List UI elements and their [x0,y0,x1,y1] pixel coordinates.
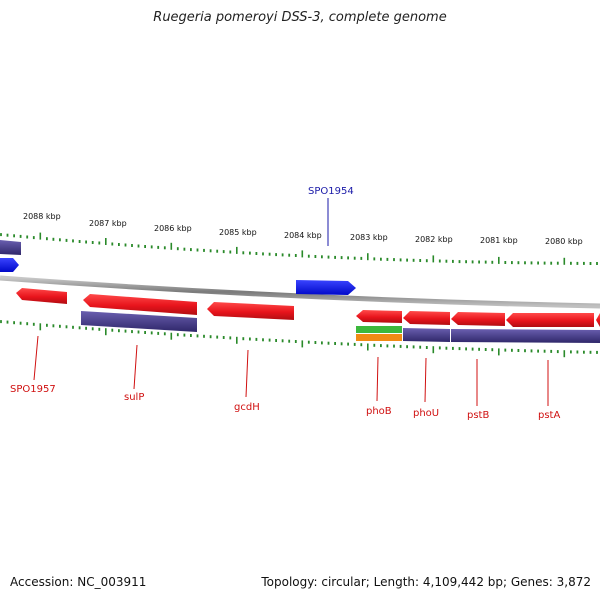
scale-label: 2087 kbp [89,219,127,228]
gene-label-spo1957[interactable]: SPO1957 [10,384,56,395]
feature-bar-orange[interactable] [356,334,402,341]
label-leaders [33,198,549,406]
leader-sulp [133,344,138,390]
scale-label: 2084 kbp [284,231,322,240]
gene-arrow-spo1954[interactable] [296,280,356,295]
cds-bar-pstb-psta[interactable] [451,329,600,343]
scale-label: 2083 kbp [350,233,388,242]
gene-label-spo1954[interactable]: SPO1954 [308,186,354,197]
scale-labels: 2088 kbp 2087 kbp 2086 kbp 2085 kbp 2084… [23,212,583,246]
scale-label: 2088 kbp [23,212,61,221]
gene-arrow-phob[interactable] [356,310,402,323]
gene-arrow-sulp[interactable] [83,294,197,315]
feature-bar-green[interactable] [356,326,402,333]
scale-label: 2080 kbp [545,237,583,246]
genome-summary: Topology: circular; Length: 4,109,442 bp… [261,575,591,589]
gene-arrow-phou[interactable] [403,311,450,325]
gene-arrow-spo1957[interactable] [16,288,67,304]
gene-label-phou[interactable]: phoU [413,408,439,419]
inner-tick-row [0,320,598,358]
leader-gcdh [245,349,249,398]
map-title: Ruegeria pomeroyi DSS-3, complete genome [153,10,447,25]
reverse-features [16,288,600,343]
scale-label: 2085 kbp [219,228,257,237]
scale-label: 2081 kbp [480,236,518,245]
cds-bar-offscreen-left[interactable] [0,240,21,255]
scale-label: 2086 kbp [154,224,192,233]
gene-arrow-psta[interactable] [506,313,594,327]
gene-label-phob[interactable]: phoB [366,406,392,417]
leader-phob [376,356,379,402]
gene-label-psta[interactable]: pstA [538,410,560,421]
gene-labels: SPO1954 SPO1957 sulP gcdH phoB phoU pstB… [10,186,560,421]
leader-spo1957 [33,335,39,381]
outer-tick-row [0,232,598,265]
gene-arrow-gcdh[interactable] [207,302,294,320]
leader-phou [424,357,427,403]
scale-label: 2082 kbp [415,235,453,244]
gene-arrow-pstb[interactable] [451,312,505,326]
accession-label: Accession: NC_003911 [10,575,147,589]
gene-arrow-offscreen-left[interactable] [0,258,19,272]
gene-label-gcdh[interactable]: gcdH [234,402,260,413]
backbone-arc [0,275,600,309]
forward-features [0,240,356,295]
gene-arrow-offscreen-right[interactable] [596,313,600,327]
gene-label-sulp[interactable]: sulP [124,392,144,403]
cds-bar-sulp[interactable] [81,311,197,332]
cds-bar-phou[interactable] [403,328,450,342]
gene-label-pstb[interactable]: pstB [467,410,489,421]
